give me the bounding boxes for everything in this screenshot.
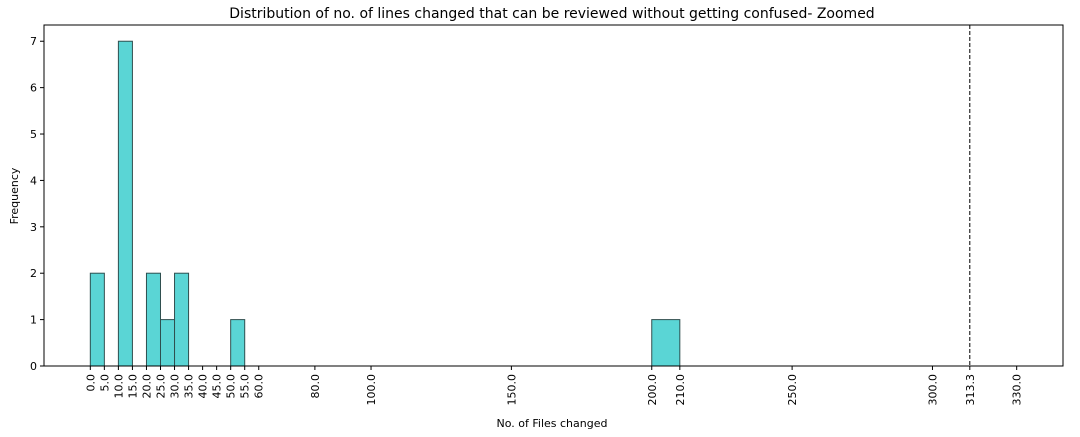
histogram-bar	[145, 272, 161, 367]
x-tick-label: 5.0	[98, 374, 111, 392]
x-tick-label: 313.3	[964, 374, 977, 406]
histogram-bar	[117, 40, 133, 367]
x-tick-label: 15.0	[126, 374, 139, 399]
plot-frame	[43, 24, 1064, 367]
x-tick-label: 45.0	[211, 374, 224, 399]
x-tick-label: 30.0	[169, 374, 182, 399]
x-tick-label: 50.0	[225, 374, 238, 399]
x-tick-label: 250.0	[786, 374, 799, 406]
x-tick-label: 40.0	[197, 374, 210, 399]
histogram-bar	[159, 319, 176, 367]
y-tick-label: 6	[30, 82, 37, 95]
y-tick-label: 2	[30, 267, 37, 280]
histogram-bar	[651, 319, 681, 367]
x-tick-label: 200.0	[646, 374, 659, 406]
x-tick-label: 20.0	[140, 374, 153, 399]
x-tick-label: 210.0	[674, 374, 687, 406]
y-tick-label: 5	[30, 128, 37, 141]
histogram-bar	[174, 272, 190, 367]
y-axis-label: Frequency	[8, 167, 21, 224]
y-tick-label: 3	[30, 221, 37, 234]
x-tick-label: 10.0	[112, 374, 125, 399]
x-tick-label: 60.0	[253, 374, 266, 399]
plot-area: 0 1 2 3 4 5 6 7 0.0 5.0 10.0 15.0 20.0 25.0 30.0 35.0 40…	[30, 24, 1064, 406]
x-tick-label: 55.0	[239, 374, 252, 399]
x-tick-label: 150.0	[505, 374, 518, 406]
chart-title: Distribution of no. of lines changed tha…	[229, 6, 874, 22]
x-tick-label: 100.0	[365, 374, 378, 406]
x-axis-label: No. of Files changed	[497, 417, 608, 430]
histogram-bar	[230, 319, 246, 367]
x-tick-label: 35.0	[183, 374, 196, 399]
y-tick-label: 4	[30, 174, 37, 187]
y-tick-label: 0	[30, 360, 37, 373]
x-tick-label: 330.0	[1011, 374, 1024, 406]
x-tick-label: 300.0	[926, 374, 939, 406]
x-tick-label: 0.0	[84, 374, 97, 392]
y-tick-label: 1	[30, 314, 37, 327]
histogram-bar	[89, 272, 105, 367]
y-tick-label: 7	[30, 35, 37, 48]
x-tick-label: 80.0	[309, 374, 322, 399]
x-tick-label: 25.0	[154, 374, 167, 399]
